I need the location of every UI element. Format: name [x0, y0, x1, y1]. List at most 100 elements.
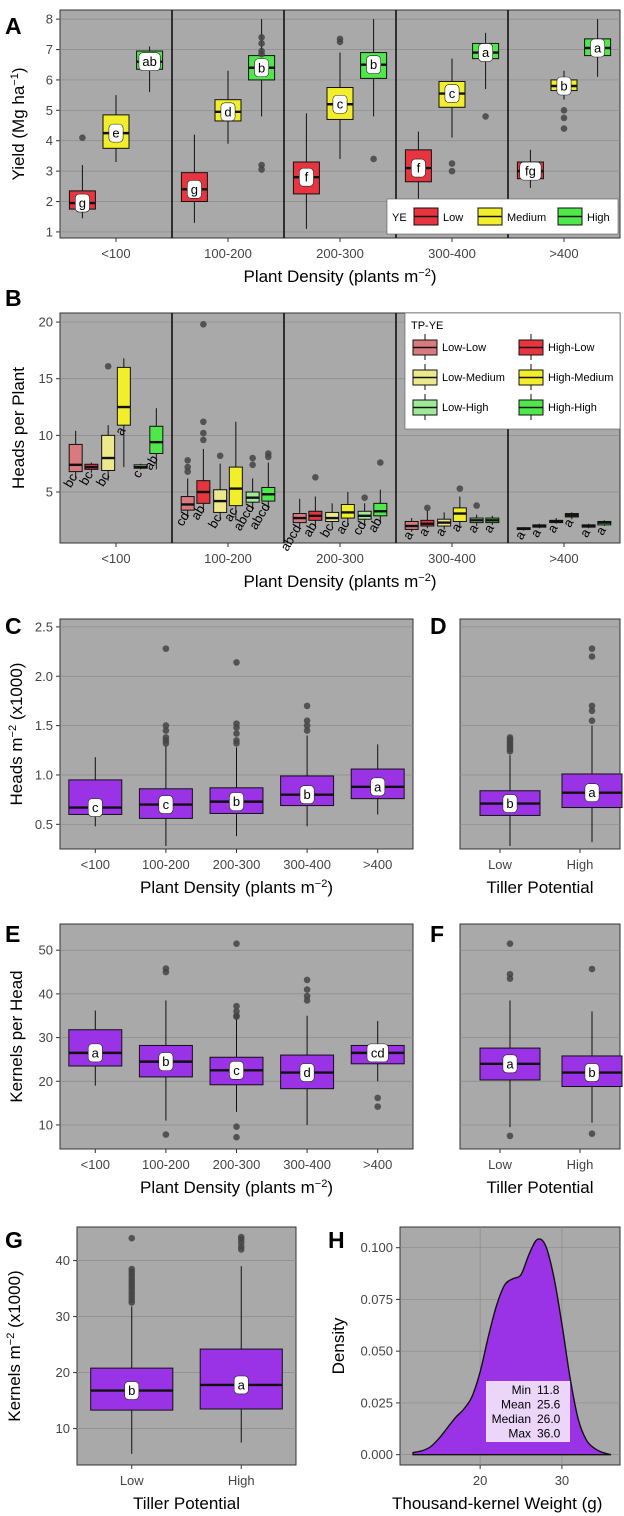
outlier-point [265, 453, 272, 461]
group-letter-text: ab [142, 54, 156, 69]
x-axis-title: Plant Density (plants m−2) [140, 878, 333, 897]
outlier-point [233, 730, 240, 737]
legend-label: Low-Low [442, 342, 486, 354]
legend-label: High-Low [548, 342, 595, 354]
y-tick-label: 5 [46, 103, 53, 118]
group-letter-bg [519, 161, 542, 181]
outlier-point [303, 997, 311, 1004]
box: b [209, 659, 264, 837]
outlier-point [184, 468, 191, 475]
box: cd [350, 1020, 405, 1110]
group-letter-text: c [92, 800, 99, 815]
legend: YE Low Medium High [386, 198, 619, 235]
x-tick-label: <100 [81, 857, 110, 872]
group-letter-text: b [560, 79, 567, 94]
y-tick-label: 30 [56, 1309, 70, 1324]
x-tick-label: 300-400 [428, 246, 476, 261]
group-letter-bg [444, 84, 460, 103]
y-tick-label: 1 [46, 224, 53, 239]
outlier-point [588, 1130, 596, 1138]
outlier-point [312, 473, 319, 481]
y-tick-label: 1.5 [35, 718, 53, 733]
box: d [280, 976, 335, 1125]
outlier-point [374, 1103, 382, 1110]
box: cd [172, 456, 195, 529]
group-letter-text: c [337, 97, 344, 112]
y-tick-label: 10 [56, 1421, 70, 1436]
y-tick-label: 6 [46, 72, 53, 87]
outlier-point [233, 1002, 240, 1010]
y-tick-label: 0.100 [360, 1240, 393, 1255]
box: a [472, 32, 500, 120]
outlier-point [162, 727, 170, 734]
group-letter: b [229, 792, 244, 811]
plot-area [76, 1226, 297, 1466]
box: fg [516, 149, 544, 188]
group-letter-text: f [305, 170, 309, 185]
x-axis-title: Plant Density (plants m−2) [243, 572, 436, 591]
box: ab [188, 321, 211, 522]
x-tick-label: 300-400 [428, 551, 476, 566]
outlier-point [233, 1133, 240, 1141]
box: g [68, 134, 96, 219]
panel-letter-a: A [5, 13, 22, 39]
stat-value: 36.0 [537, 1427, 561, 1441]
x-tick-label: 200-300 [316, 246, 364, 261]
outlier-point [588, 717, 596, 724]
box: f [404, 131, 432, 210]
outlier-point [303, 702, 311, 710]
outlier-point [128, 1234, 136, 1242]
box: bc [93, 362, 116, 489]
outlier-point [162, 740, 170, 747]
stat-label: Median [492, 1412, 531, 1426]
x-tick-label: >400 [549, 551, 578, 566]
outlier-point [128, 1299, 136, 1306]
outlier-point [588, 702, 596, 710]
group-letter: cd [349, 518, 369, 537]
outlier-point [506, 975, 514, 982]
x-tick-label: Low [488, 857, 512, 872]
group-letter: c [332, 94, 348, 114]
outlier-point [216, 452, 224, 460]
x-tick-label: >400 [549, 246, 578, 261]
x-tick-label: Low [488, 1157, 512, 1172]
group-letter-bg [158, 1052, 174, 1071]
group-letter-bg [584, 1063, 600, 1082]
box: a [561, 645, 623, 843]
panel-D: Low High Tiller Potential b a D [430, 613, 623, 897]
box: ab [300, 473, 323, 539]
outlier-point [473, 502, 480, 509]
group-letter: d [299, 1063, 315, 1082]
y-tick-label: 15 [39, 371, 53, 386]
y-tick-label: 0.5 [35, 817, 53, 832]
y-tick-label: 40 [56, 1253, 70, 1268]
legend-label: Medium [507, 212, 546, 224]
panel-F: Low High Tiller Potential a b F [430, 921, 623, 1197]
box: ab [365, 459, 388, 535]
group-letter-bg [87, 798, 103, 817]
box: a [199, 1233, 283, 1443]
plot-area [459, 923, 621, 1150]
group-letter: b [366, 55, 381, 75]
box: bc [205, 452, 228, 531]
outlier-point [200, 418, 207, 426]
group-letter-bg [298, 167, 314, 187]
group-letter-bg [299, 1063, 315, 1082]
outlier-point [506, 1132, 514, 1140]
box: b [561, 965, 623, 1138]
box: c [438, 58, 466, 175]
outlier-point [258, 34, 265, 41]
x-axis-title: Tiller Potential [133, 1494, 240, 1513]
outlier-point [233, 659, 240, 666]
group-letter-bg [584, 783, 600, 803]
group-letter: a [87, 1043, 103, 1063]
x-tick-label: >400 [363, 1157, 392, 1172]
outlier-point [258, 50, 265, 58]
group-letter: b [158, 1052, 174, 1071]
group-letter-bg [502, 794, 518, 813]
x-axis-title: Tiller Potential [486, 1178, 593, 1197]
panel-C: 0.5 1.0 1.5 2.0 2.5 <100 100-200 200-300 300-400… [5, 613, 414, 897]
box-body [149, 425, 164, 454]
outlier-point [233, 724, 240, 731]
